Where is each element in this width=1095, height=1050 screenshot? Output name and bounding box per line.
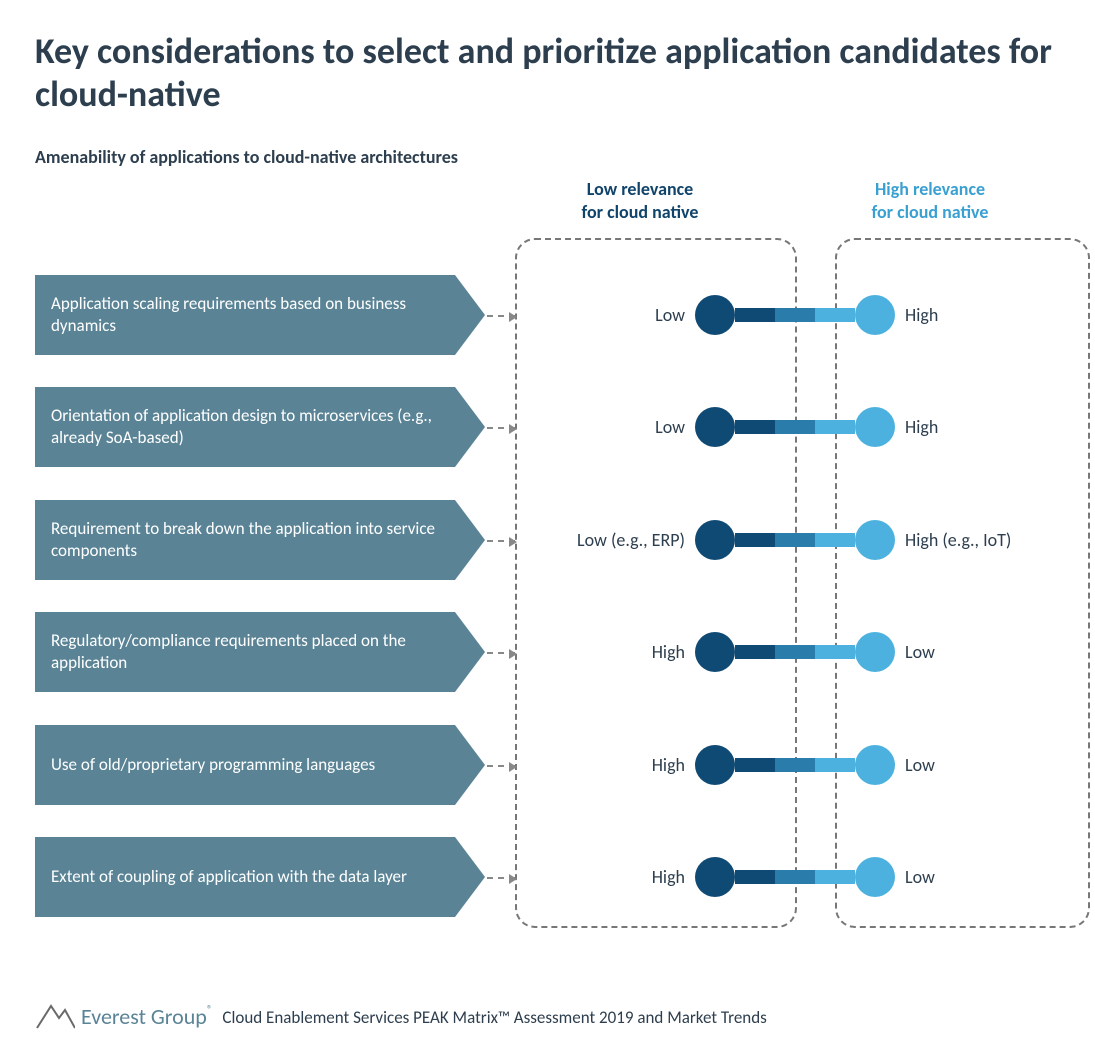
low-value-label: High bbox=[525, 641, 695, 663]
logo-mountain-icon bbox=[35, 1000, 75, 1030]
high-dot-icon bbox=[855, 857, 895, 897]
low-dot-icon bbox=[695, 632, 735, 672]
low-relevance-header: Low relevance for cloud native bbox=[495, 178, 785, 223]
high-relevance-header: High relevance for cloud native bbox=[785, 178, 1075, 223]
relevance-slider: High Low bbox=[525, 632, 1085, 672]
slider-bar bbox=[695, 745, 895, 785]
low-value-label: High bbox=[525, 754, 695, 776]
bar-segment-dark bbox=[735, 533, 775, 547]
consideration-label: Use of old/proprietary programming langu… bbox=[35, 725, 455, 805]
page-title: Key considerations to select and priorit… bbox=[35, 30, 1060, 116]
bar-segment-light bbox=[815, 308, 855, 322]
bar-segment-dark bbox=[735, 645, 775, 659]
logo-registered-icon: ® bbox=[207, 1003, 213, 1016]
relevance-slider: Low High bbox=[525, 407, 1085, 447]
high-dot-icon bbox=[855, 295, 895, 335]
high-dot-icon bbox=[855, 745, 895, 785]
everest-group-logo: Everest Group® bbox=[35, 1000, 212, 1030]
bar-segment-mid bbox=[775, 420, 815, 434]
slider-bar bbox=[695, 407, 895, 447]
connector-arrow-icon bbox=[487, 877, 515, 879]
connector-arrow-icon bbox=[487, 427, 515, 429]
bar-segment-light bbox=[815, 533, 855, 547]
slider-bar bbox=[695, 520, 895, 560]
consideration-row: Orientation of application design to mic… bbox=[35, 371, 1060, 484]
high-value-label: Low bbox=[895, 754, 1075, 776]
high-head-line2: for cloud native bbox=[872, 201, 989, 223]
consideration-row: Use of old/proprietary programming langu… bbox=[35, 708, 1060, 821]
connector-arrow-icon bbox=[487, 315, 515, 317]
high-head-line1: High relevance bbox=[875, 178, 985, 200]
bar-segment-light bbox=[815, 645, 855, 659]
low-value-label: High bbox=[525, 866, 695, 888]
low-dot-icon bbox=[695, 857, 735, 897]
connector-arrow-icon bbox=[487, 652, 515, 654]
bar-segment-dark bbox=[735, 758, 775, 772]
bar-segment-dark bbox=[735, 870, 775, 884]
connector-arrow-icon bbox=[487, 765, 515, 767]
connector-arrow-icon bbox=[487, 540, 515, 542]
bar-segment-light bbox=[815, 758, 855, 772]
slider-bar bbox=[695, 857, 895, 897]
low-value-label: Low bbox=[525, 304, 695, 326]
low-dot-icon bbox=[695, 745, 735, 785]
subtitle: Amenability of applications to cloud-nat… bbox=[35, 146, 1060, 168]
relevance-slider: Low High bbox=[525, 295, 1085, 335]
low-head-line2: for cloud native bbox=[582, 201, 699, 223]
high-value-label: High bbox=[895, 416, 1075, 438]
bar-segment-dark bbox=[735, 420, 775, 434]
footer-caption: Cloud Enablement Services PEAK Matrix™ A… bbox=[222, 1007, 766, 1030]
relevance-slider: High Low bbox=[525, 745, 1085, 785]
consideration-label: Extent of coupling of application with t… bbox=[35, 837, 455, 917]
high-dot-icon bbox=[855, 520, 895, 560]
slider-bar bbox=[695, 632, 895, 672]
footer: Everest Group® Cloud Enablement Services… bbox=[35, 1000, 767, 1030]
consideration-row: Extent of coupling of application with t… bbox=[35, 821, 1060, 934]
consideration-label: Orientation of application design to mic… bbox=[35, 387, 455, 467]
bar-segment-mid bbox=[775, 533, 815, 547]
bar-segment-mid bbox=[775, 758, 815, 772]
consideration-label: Requirement to break down the applicatio… bbox=[35, 500, 455, 580]
low-dot-icon bbox=[695, 407, 735, 447]
bar-segment-mid bbox=[775, 308, 815, 322]
bar-segment-light bbox=[815, 870, 855, 884]
consideration-label: Regulatory/compliance requirements place… bbox=[35, 612, 455, 692]
bar-segment-mid bbox=[775, 870, 815, 884]
bar-segment-mid bbox=[775, 645, 815, 659]
bar-segment-dark bbox=[735, 308, 775, 322]
logo-name: Everest Group bbox=[81, 1003, 207, 1030]
slider-bar bbox=[695, 295, 895, 335]
high-value-label: High (e.g., IoT) bbox=[895, 529, 1075, 551]
rows-container: Application scaling requirements based o… bbox=[35, 258, 1060, 933]
low-value-label: Low (e.g., ERP) bbox=[525, 529, 695, 551]
relevance-slider: High Low bbox=[525, 857, 1085, 897]
low-dot-icon bbox=[695, 520, 735, 560]
relevance-slider: Low (e.g., ERP) High (e.g., IoT) bbox=[525, 520, 1085, 560]
low-dot-icon bbox=[695, 295, 735, 335]
bar-segment-light bbox=[815, 420, 855, 434]
high-dot-icon bbox=[855, 632, 895, 672]
low-head-line1: Low relevance bbox=[587, 178, 694, 200]
consideration-row: Application scaling requirements based o… bbox=[35, 258, 1060, 371]
high-value-label: Low bbox=[895, 641, 1075, 663]
high-value-label: High bbox=[895, 304, 1075, 326]
logo-text: Everest Group® bbox=[81, 1003, 212, 1030]
consideration-row: Requirement to break down the applicatio… bbox=[35, 483, 1060, 596]
column-headers: Low relevance for cloud native High rele… bbox=[495, 178, 1075, 223]
high-value-label: Low bbox=[895, 866, 1075, 888]
diagram-area: Low relevance for cloud native High rele… bbox=[35, 178, 1060, 938]
consideration-row: Regulatory/compliance requirements place… bbox=[35, 596, 1060, 709]
consideration-label: Application scaling requirements based o… bbox=[35, 275, 455, 355]
low-value-label: Low bbox=[525, 416, 695, 438]
high-dot-icon bbox=[855, 407, 895, 447]
